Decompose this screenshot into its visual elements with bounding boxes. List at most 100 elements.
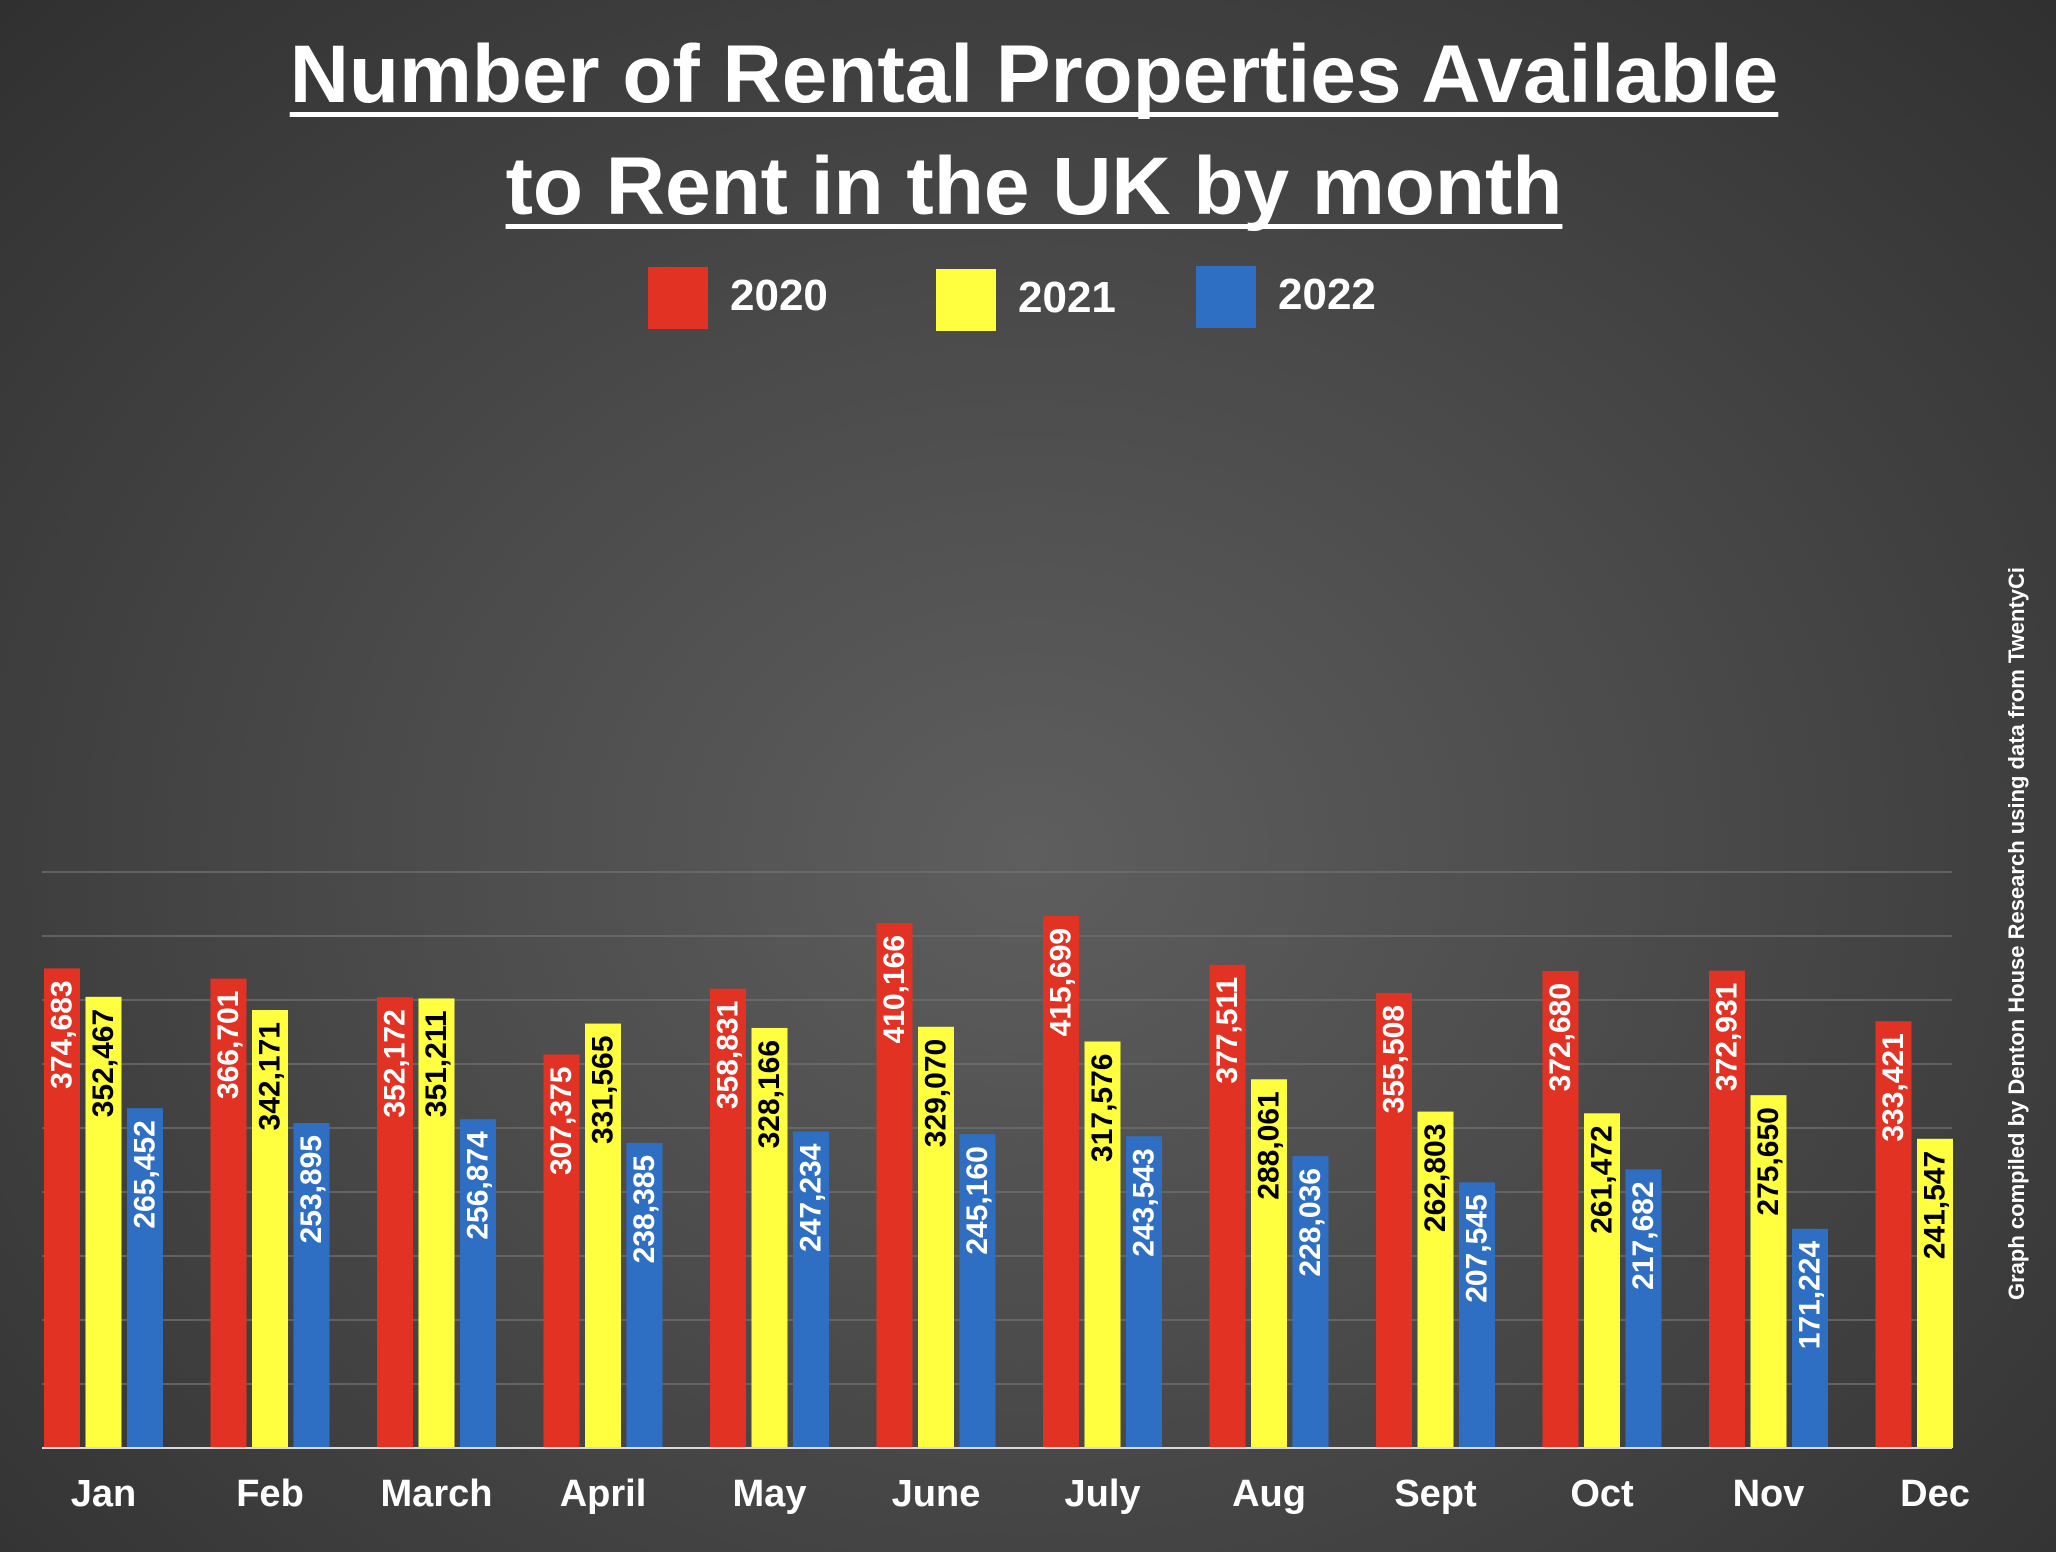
data-label-2020-july: 415,699	[1045, 928, 1078, 1036]
x-tick-april: April	[560, 1473, 647, 1515]
data-label-2021-feb: 342,171	[254, 1022, 287, 1130]
bar-2020-may	[710, 988, 746, 1448]
x-tick-dec: Dec	[1900, 1473, 1970, 1515]
chart-title: Number of Rental Properties Available to…	[289, 29, 1779, 232]
data-label-2022-may: 247,234	[795, 1143, 828, 1252]
bar-2022-oct	[1625, 1169, 1662, 1448]
bar-2021-june	[918, 1026, 954, 1448]
data-label-2020-sept: 355,508	[1378, 1005, 1411, 1113]
data-label-2020-dec: 333,421	[1877, 1033, 1910, 1141]
bar-2020-dec	[1875, 1021, 1912, 1448]
data-label-2021-march: 351,211	[420, 1010, 453, 1117]
bar-2021-march	[418, 998, 455, 1448]
bar-2021-oct	[1584, 1113, 1620, 1448]
data-label-2022-sept: 207,545	[1461, 1194, 1494, 1302]
data-label-2020-oct: 372,680	[1544, 983, 1577, 1091]
x-tick-may: May	[733, 1473, 807, 1515]
data-label-2021-april: 331,565	[587, 1036, 620, 1144]
x-tick-jan: Jan	[71, 1473, 136, 1515]
data-label-2021-aug: 288,061	[1253, 1091, 1286, 1199]
bar-2021-aug	[1251, 1079, 1287, 1448]
data-label-2022-oct: 217,682	[1627, 1181, 1660, 1289]
chart-legend: 2020 2021 2022	[648, 266, 1376, 331]
bar-2021-nov	[1750, 1095, 1787, 1448]
bars	[44, 915, 1953, 1448]
x-axis-tick-labels: Jan Feb March April May June July Aug Sept Oct Nov…	[71, 1473, 1970, 1515]
chart-title-line-1-underline	[289, 112, 1779, 117]
data-label-2021-oct: 261,472	[1586, 1125, 1619, 1233]
legend-swatch-2020	[648, 267, 708, 329]
data-label-2020-nov: 372,931	[1711, 983, 1744, 1091]
bar-2021-jan	[85, 996, 122, 1448]
bar-2020-feb	[210, 978, 247, 1448]
data-label-2022-nov: 171,224	[1794, 1241, 1827, 1350]
data-label-2020-june: 410,166	[878, 935, 911, 1043]
chart-title-line-2: to Rent in the UK by month	[506, 141, 1563, 232]
x-tick-oct: Oct	[1570, 1473, 1634, 1515]
bar-2022-july	[1126, 1136, 1162, 1448]
x-tick-march: March	[381, 1473, 493, 1515]
data-labels: 374,683 352,467 265,452 366,701 342,171253,8…	[46, 928, 1952, 1349]
bar-2022-march	[460, 1119, 496, 1448]
legend-label-2020: 2020	[730, 271, 828, 320]
data-label-2022-july: 243,543	[1128, 1148, 1161, 1256]
chart-title-line-2-underline	[505, 224, 1563, 229]
data-label-2021-dec: 241,547	[1919, 1151, 1952, 1259]
bar-2021-dec	[1917, 1138, 1953, 1448]
data-label-2022-june: 245,160	[961, 1146, 994, 1254]
bar-2020-april	[543, 1054, 580, 1448]
data-label-2020-may: 358,831	[712, 1001, 745, 1109]
legend-label-2021: 2021	[1018, 273, 1116, 322]
bar-2021-may	[751, 1027, 788, 1448]
data-label-2021-june: 329,070	[920, 1039, 953, 1147]
legend-swatch-2021	[936, 269, 996, 331]
bar-2021-feb	[252, 1010, 288, 1448]
bar-2020-nov	[1709, 970, 1745, 1448]
data-label-2020-aug: 377,511	[1211, 977, 1244, 1084]
bar-2022-jan	[127, 1108, 163, 1448]
bar-2020-march	[377, 997, 413, 1448]
data-label-2022-march: 256,874	[462, 1131, 495, 1240]
gridlines	[42, 871, 1952, 1385]
x-tick-june: June	[892, 1473, 981, 1515]
bar-2022-feb	[293, 1123, 330, 1448]
bar-2020-sept	[1376, 992, 1412, 1448]
data-label-2022-jan: 265,452	[129, 1120, 162, 1228]
bar-2022-nov	[1792, 1228, 1828, 1448]
x-tick-feb: Feb	[236, 1473, 304, 1515]
data-label-2021-may: 328,166	[753, 1040, 786, 1148]
bar-2022-aug	[1292, 1156, 1329, 1448]
data-label-2020-april: 307,375	[545, 1067, 578, 1175]
legend-swatch-2022	[1196, 266, 1256, 328]
x-tick-sept: Sept	[1394, 1473, 1477, 1515]
data-label-2020-jan: 374,683	[46, 980, 79, 1088]
bar-2020-june	[876, 922, 913, 1448]
bar-2021-april	[585, 1023, 621, 1448]
data-label-2022-feb: 253,895	[295, 1135, 328, 1243]
data-label-2020-march: 352,172	[379, 1009, 412, 1117]
data-label-2022-aug: 228,036	[1294, 1168, 1327, 1276]
bar-2020-july	[1043, 915, 1079, 1448]
bar-2020-aug	[1209, 964, 1246, 1448]
data-label-2021-sept: 262,803	[1419, 1124, 1452, 1232]
x-tick-aug: Aug	[1232, 1473, 1306, 1515]
data-label-2021-jan: 352,467	[87, 1009, 120, 1117]
bar-2022-april	[626, 1142, 663, 1448]
x-tick-nov: Nov	[1733, 1473, 1805, 1515]
data-label-2021-nov: 275,650	[1752, 1107, 1785, 1215]
bar-2022-may	[793, 1131, 829, 1448]
data-label-2021-july: 317,576	[1086, 1054, 1119, 1162]
bar-2021-july	[1084, 1041, 1121, 1448]
chart-title-line-1: Number of Rental Properties Available	[290, 29, 1779, 120]
bar-2020-jan	[44, 968, 80, 1448]
data-label-2022-april: 238,385	[628, 1155, 661, 1263]
x-tick-july: July	[1064, 1473, 1140, 1515]
data-label-2020-feb: 366,701	[212, 991, 245, 1099]
bar-2022-sept	[1459, 1182, 1495, 1448]
source-credit: Graph compiled by Denton House Research …	[2004, 567, 2029, 1300]
bar-2022-june	[959, 1134, 996, 1448]
legend-label-2022: 2022	[1278, 270, 1376, 319]
bar-2021-sept	[1417, 1111, 1454, 1448]
bar-2020-oct	[1542, 970, 1579, 1448]
